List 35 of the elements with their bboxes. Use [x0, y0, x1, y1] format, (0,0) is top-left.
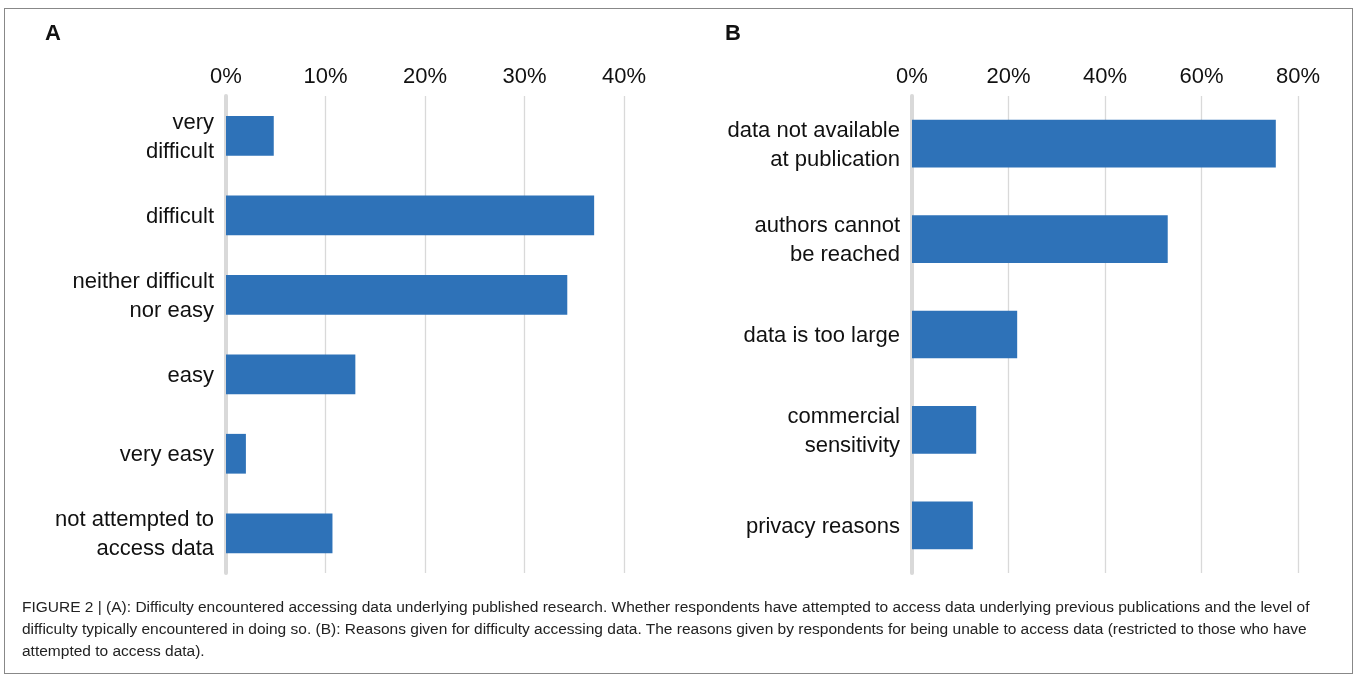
x-tick-label: 60%	[1179, 62, 1224, 88]
x-tick-label: 40%	[601, 62, 647, 88]
bar	[226, 433, 246, 474]
bar	[912, 406, 977, 454]
text: B	[725, 19, 741, 45]
x-tick-label: 80%	[1275, 62, 1321, 88]
x-tick-label: 40%	[1082, 62, 1128, 88]
x-tick-label: 20%	[986, 62, 1031, 88]
x-tick-label: 30%	[502, 62, 547, 88]
bar	[912, 215, 1168, 263]
x-tick-label: 0%	[210, 62, 242, 88]
y-tick-label: very easy	[119, 441, 214, 467]
y-tick-label: very difficult	[145, 108, 214, 163]
bar	[912, 119, 1276, 168]
x-tick-label: 10%	[303, 62, 348, 88]
y-tick-label: difficult	[145, 202, 214, 228]
bar	[226, 354, 356, 395]
y-tick-label: authors cannot be reached	[754, 212, 900, 267]
bar	[226, 274, 568, 315]
y-tick-label: easy	[167, 361, 214, 387]
bar	[912, 501, 973, 550]
y-tick-label: not attempted to access data	[55, 506, 215, 561]
bar	[226, 513, 333, 554]
caption: FIGURE 2 | (A): Difficulty encountered accessing data underlying published research. Whether respondents have attempted to access data underlying previous publications and the level of difficulty typically encountered in doing so. (B): Reasons given for difficulty accessing data. The reasons given by respondents for being unable to access data (restricted to those who have attempted to access data).	[22, 597, 1311, 661]
x-tick-label: 20%	[402, 62, 448, 88]
y-tick-label: data is too large	[743, 322, 900, 347]
bar	[226, 195, 595, 236]
bar	[912, 310, 1018, 359]
x-tick-label: 0%	[896, 62, 928, 88]
y-tick-label: data not available at publication	[727, 116, 900, 171]
y-tick-label: privacy reasons	[745, 512, 900, 538]
bar	[226, 115, 274, 156]
y-tick-label: neither difficult nor easy	[72, 267, 214, 322]
chart-title: A	[45, 19, 61, 45]
y-tick-label: commercial sensitivity	[787, 402, 900, 457]
